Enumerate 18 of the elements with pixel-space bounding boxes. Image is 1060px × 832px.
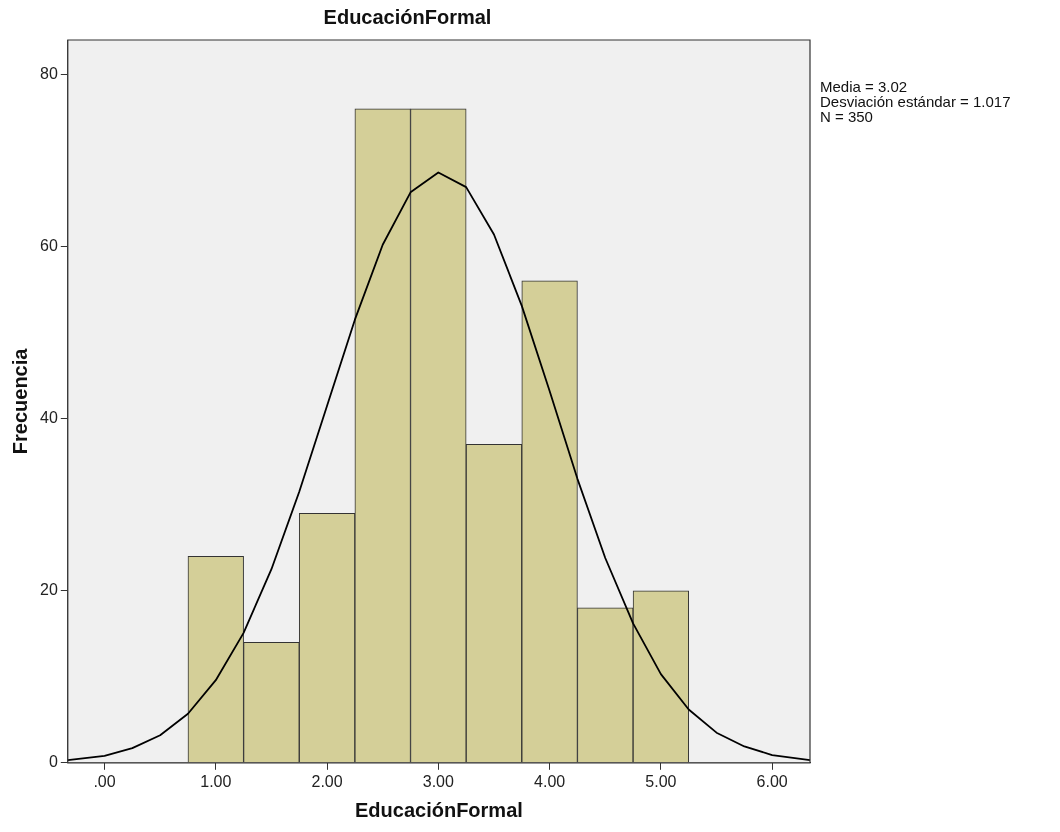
y-tick-label: 20 [40, 581, 58, 599]
chart-title: EducaciónFormal [323, 5, 492, 28]
y-axis-title: Frecuencia [8, 347, 31, 455]
x-tick-label: 6.00 [756, 772, 788, 790]
text: Media = 3.02 [820, 77, 908, 95]
y-tick-label: 60 [40, 236, 58, 254]
x-tick-label: 3.00 [422, 772, 455, 790]
y-tick-label: 80 [40, 64, 58, 82]
x-tick-label: 4.00 [534, 772, 566, 790]
text: Desviación estándar = 1.017 [820, 92, 1011, 110]
y-tick-label: 0 [48, 753, 58, 771]
x-tick-label: 5.00 [645, 772, 677, 790]
x-tick-label: 1.00 [200, 772, 232, 790]
x-tick-label: 2.00 [311, 772, 343, 790]
y-tick-label: 40 [40, 409, 58, 427]
text: N = 350 [820, 107, 873, 125]
x-tick-label: .00 [93, 772, 116, 790]
x-axis-title: EducaciónFormal [354, 798, 523, 821]
